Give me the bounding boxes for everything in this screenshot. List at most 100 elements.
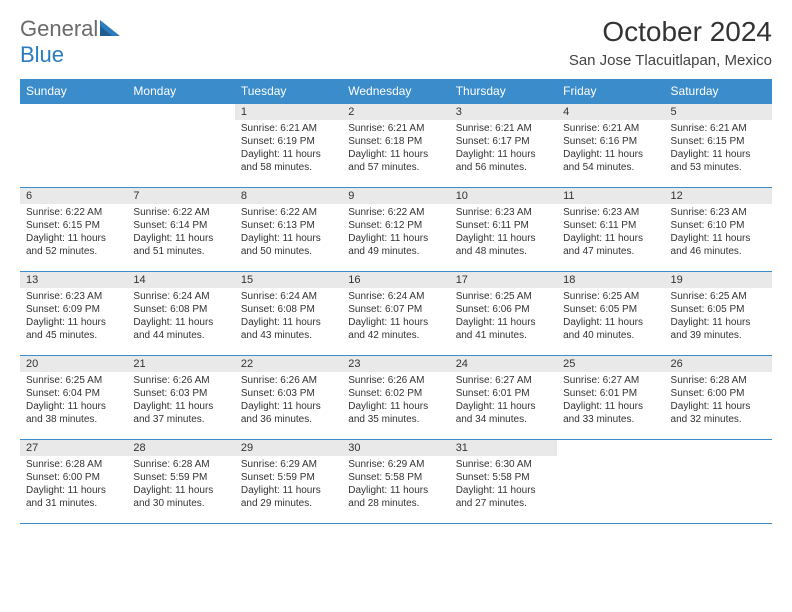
day-details: Sunrise: 6:25 AMSunset: 6:06 PMDaylight:…	[450, 288, 557, 346]
day-details: Sunrise: 6:25 AMSunset: 6:05 PMDaylight:…	[665, 288, 772, 346]
calendar-cell	[20, 104, 127, 188]
day-details: Sunrise: 6:22 AMSunset: 6:15 PMDaylight:…	[20, 204, 127, 262]
day-number: 20	[20, 356, 127, 372]
day-number: 10	[450, 188, 557, 204]
calendar-cell: 10Sunrise: 6:23 AMSunset: 6:11 PMDayligh…	[450, 188, 557, 272]
brand-line1: General	[20, 16, 98, 41]
day-number: 2	[342, 104, 449, 120]
calendar-cell: 7Sunrise: 6:22 AMSunset: 6:14 PMDaylight…	[127, 188, 234, 272]
empty-cell	[557, 440, 664, 456]
day-number: 21	[127, 356, 234, 372]
calendar-cell: 9Sunrise: 6:22 AMSunset: 6:12 PMDaylight…	[342, 188, 449, 272]
day-details: Sunrise: 6:24 AMSunset: 6:08 PMDaylight:…	[127, 288, 234, 346]
day-number: 19	[665, 272, 772, 288]
day-number: 23	[342, 356, 449, 372]
page-subtitle: San Jose Tlacuitlapan, Mexico	[569, 52, 772, 69]
calendar-cell: 15Sunrise: 6:24 AMSunset: 6:08 PMDayligh…	[235, 272, 342, 356]
day-number: 12	[665, 188, 772, 204]
calendar-cell: 30Sunrise: 6:29 AMSunset: 5:58 PMDayligh…	[342, 440, 449, 524]
day-number: 6	[20, 188, 127, 204]
day-number: 26	[665, 356, 772, 372]
day-details: Sunrise: 6:26 AMSunset: 6:03 PMDaylight:…	[235, 372, 342, 430]
calendar-cell: 8Sunrise: 6:22 AMSunset: 6:13 PMDaylight…	[235, 188, 342, 272]
calendar-cell: 5Sunrise: 6:21 AMSunset: 6:15 PMDaylight…	[665, 104, 772, 188]
calendar-cell	[127, 104, 234, 188]
weekday-header: Wednesday	[342, 79, 449, 104]
brand-logo: General Blue	[20, 16, 120, 68]
day-number: 8	[235, 188, 342, 204]
day-number: 16	[342, 272, 449, 288]
calendar-cell: 16Sunrise: 6:24 AMSunset: 6:07 PMDayligh…	[342, 272, 449, 356]
day-details: Sunrise: 6:23 AMSunset: 6:11 PMDaylight:…	[450, 204, 557, 262]
day-details: Sunrise: 6:25 AMSunset: 6:04 PMDaylight:…	[20, 372, 127, 430]
day-details: Sunrise: 6:30 AMSunset: 5:58 PMDaylight:…	[450, 456, 557, 514]
day-number: 15	[235, 272, 342, 288]
day-details: Sunrise: 6:23 AMSunset: 6:11 PMDaylight:…	[557, 204, 664, 262]
calendar-cell: 2Sunrise: 6:21 AMSunset: 6:18 PMDaylight…	[342, 104, 449, 188]
day-number: 11	[557, 188, 664, 204]
calendar-row: 6Sunrise: 6:22 AMSunset: 6:15 PMDaylight…	[20, 188, 772, 272]
calendar-cell: 4Sunrise: 6:21 AMSunset: 6:16 PMDaylight…	[557, 104, 664, 188]
day-details: Sunrise: 6:23 AMSunset: 6:10 PMDaylight:…	[665, 204, 772, 262]
day-number: 3	[450, 104, 557, 120]
calendar-cell: 12Sunrise: 6:23 AMSunset: 6:10 PMDayligh…	[665, 188, 772, 272]
day-details: Sunrise: 6:28 AMSunset: 6:00 PMDaylight:…	[20, 456, 127, 514]
day-details: Sunrise: 6:29 AMSunset: 5:58 PMDaylight:…	[342, 456, 449, 514]
day-details: Sunrise: 6:21 AMSunset: 6:18 PMDaylight:…	[342, 120, 449, 178]
day-number: 9	[342, 188, 449, 204]
day-number: 13	[20, 272, 127, 288]
calendar-row: 27Sunrise: 6:28 AMSunset: 6:00 PMDayligh…	[20, 440, 772, 524]
day-details: Sunrise: 6:24 AMSunset: 6:07 PMDaylight:…	[342, 288, 449, 346]
calendar-row: 1Sunrise: 6:21 AMSunset: 6:19 PMDaylight…	[20, 104, 772, 188]
day-details: Sunrise: 6:27 AMSunset: 6:01 PMDaylight:…	[557, 372, 664, 430]
page-title: October 2024	[569, 16, 772, 48]
calendar-cell: 3Sunrise: 6:21 AMSunset: 6:17 PMDaylight…	[450, 104, 557, 188]
day-number: 1	[235, 104, 342, 120]
day-number: 25	[557, 356, 664, 372]
day-details: Sunrise: 6:21 AMSunset: 6:19 PMDaylight:…	[235, 120, 342, 178]
day-number: 7	[127, 188, 234, 204]
day-details: Sunrise: 6:28 AMSunset: 6:00 PMDaylight:…	[665, 372, 772, 430]
day-number: 5	[665, 104, 772, 120]
day-details: Sunrise: 6:25 AMSunset: 6:05 PMDaylight:…	[557, 288, 664, 346]
sail-icon	[100, 20, 120, 36]
calendar-row: 13Sunrise: 6:23 AMSunset: 6:09 PMDayligh…	[20, 272, 772, 356]
calendar-cell: 22Sunrise: 6:26 AMSunset: 6:03 PMDayligh…	[235, 356, 342, 440]
weekday-header: Tuesday	[235, 79, 342, 104]
calendar-cell: 1Sunrise: 6:21 AMSunset: 6:19 PMDaylight…	[235, 104, 342, 188]
calendar-cell: 24Sunrise: 6:27 AMSunset: 6:01 PMDayligh…	[450, 356, 557, 440]
weekday-header: Thursday	[450, 79, 557, 104]
empty-cell	[127, 104, 234, 120]
day-details: Sunrise: 6:24 AMSunset: 6:08 PMDaylight:…	[235, 288, 342, 346]
day-number: 31	[450, 440, 557, 456]
day-details: Sunrise: 6:28 AMSunset: 5:59 PMDaylight:…	[127, 456, 234, 514]
calendar-header-row: SundayMondayTuesdayWednesdayThursdayFrid…	[20, 79, 772, 104]
brand-text: General Blue	[20, 16, 120, 68]
day-details: Sunrise: 6:26 AMSunset: 6:02 PMDaylight:…	[342, 372, 449, 430]
empty-cell	[665, 440, 772, 456]
day-details: Sunrise: 6:21 AMSunset: 6:15 PMDaylight:…	[665, 120, 772, 178]
calendar-cell: 18Sunrise: 6:25 AMSunset: 6:05 PMDayligh…	[557, 272, 664, 356]
day-details: Sunrise: 6:21 AMSunset: 6:17 PMDaylight:…	[450, 120, 557, 178]
calendar-cell: 17Sunrise: 6:25 AMSunset: 6:06 PMDayligh…	[450, 272, 557, 356]
header: General Blue October 2024 San Jose Tlacu…	[20, 16, 772, 69]
weekday-header: Monday	[127, 79, 234, 104]
calendar-cell: 23Sunrise: 6:26 AMSunset: 6:02 PMDayligh…	[342, 356, 449, 440]
day-number: 18	[557, 272, 664, 288]
calendar-cell	[557, 440, 664, 524]
empty-cell	[20, 104, 127, 120]
calendar-cell: 26Sunrise: 6:28 AMSunset: 6:00 PMDayligh…	[665, 356, 772, 440]
calendar-cell: 27Sunrise: 6:28 AMSunset: 6:00 PMDayligh…	[20, 440, 127, 524]
calendar-row: 20Sunrise: 6:25 AMSunset: 6:04 PMDayligh…	[20, 356, 772, 440]
day-details: Sunrise: 6:27 AMSunset: 6:01 PMDaylight:…	[450, 372, 557, 430]
calendar-table: SundayMondayTuesdayWednesdayThursdayFrid…	[20, 79, 772, 524]
day-details: Sunrise: 6:21 AMSunset: 6:16 PMDaylight:…	[557, 120, 664, 178]
weekday-header: Saturday	[665, 79, 772, 104]
day-number: 29	[235, 440, 342, 456]
day-details: Sunrise: 6:22 AMSunset: 6:12 PMDaylight:…	[342, 204, 449, 262]
day-number: 27	[20, 440, 127, 456]
calendar-cell: 6Sunrise: 6:22 AMSunset: 6:15 PMDaylight…	[20, 188, 127, 272]
brand-line2: Blue	[20, 42, 64, 67]
calendar-cell: 29Sunrise: 6:29 AMSunset: 5:59 PMDayligh…	[235, 440, 342, 524]
calendar-cell: 14Sunrise: 6:24 AMSunset: 6:08 PMDayligh…	[127, 272, 234, 356]
